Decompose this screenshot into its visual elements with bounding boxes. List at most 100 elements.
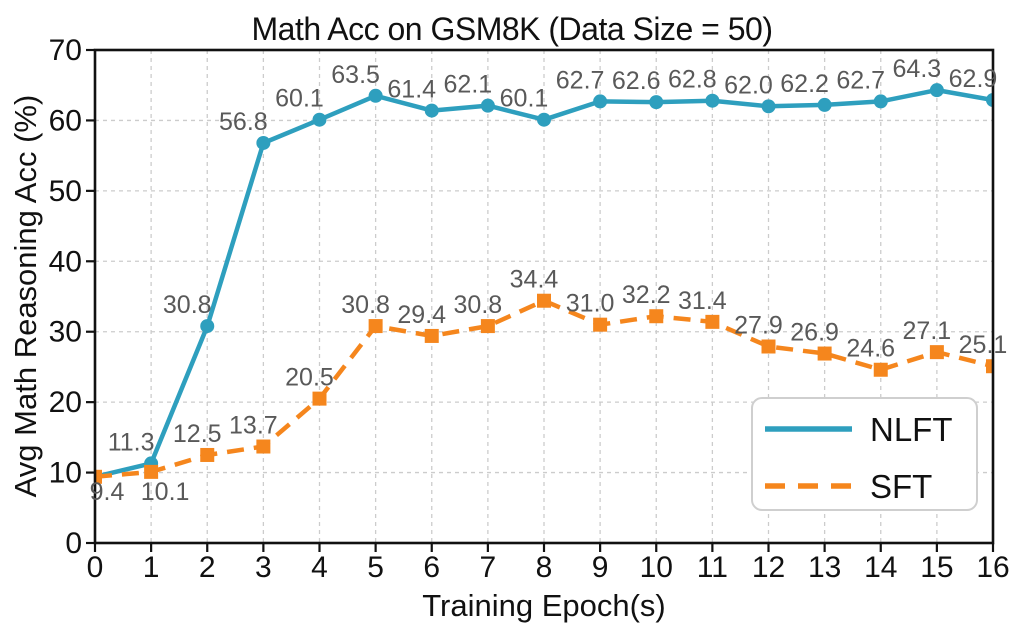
value-label-sft: 27.9	[734, 312, 783, 340]
x-axis-label: Training Epoch(s)	[422, 588, 666, 623]
value-label-sft: 9.4	[90, 478, 125, 506]
series-line-sft	[95, 298, 993, 480]
data-point-sft	[256, 439, 271, 454]
value-label-sft: 26.9	[790, 319, 839, 347]
chart-title: Math Acc on GSM8K (Data Size = 50)	[251, 11, 772, 47]
value-label-sft: 32.2	[622, 281, 671, 309]
data-point-sft	[817, 346, 832, 361]
value-label-sft: 30.8	[341, 291, 390, 319]
data-point-nlft	[424, 103, 439, 118]
x-tick-label: 4	[311, 551, 328, 584]
data-point-sft	[761, 339, 776, 354]
y-tick-label: 20	[49, 386, 82, 419]
data-point-sft	[424, 328, 439, 343]
data-point-nlft	[705, 93, 720, 108]
y-tick-label: 10	[49, 457, 82, 490]
data-point-nlft	[986, 93, 993, 108]
data-point-sft	[200, 447, 215, 462]
value-label-nlft: 61.4	[387, 76, 436, 104]
legend-box	[751, 397, 978, 511]
value-label-nlft: 11.3	[108, 428, 155, 456]
value-label-sft: 20.5	[285, 364, 334, 392]
value-label-nlft: 62.7	[556, 66, 605, 94]
x-tick-label: 15	[920, 551, 953, 584]
data-point-sft	[705, 314, 720, 329]
data-point-sft	[649, 309, 664, 324]
data-point-nlft	[817, 97, 832, 112]
data-point-nlft	[649, 95, 664, 110]
data-point-nlft	[761, 99, 776, 114]
data-point-sft	[368, 319, 383, 334]
x-tick-label: 0	[87, 551, 104, 584]
legend-label-nlft: NLFT	[870, 411, 953, 448]
x-tick-label: 2	[199, 551, 216, 584]
data-point-nlft	[200, 319, 215, 334]
x-tick-label: 8	[536, 551, 553, 584]
x-tick-label: 9	[592, 551, 609, 584]
data-point-sft	[537, 293, 551, 308]
data-point-nlft	[537, 112, 551, 127]
x-tick-label: 7	[480, 551, 497, 584]
x-tick-label: 5	[367, 551, 384, 584]
value-label-nlft: 56.8	[219, 108, 268, 136]
data-labels: 11.330.856.860.163.561.4 62.160.162.7 62.6…	[90, 55, 1008, 506]
x-tick-label: 6	[423, 551, 440, 584]
x-tick-label: 12	[752, 551, 785, 584]
x-tick-label: 11	[697, 551, 728, 584]
value-label-sft: 25.1	[959, 331, 1008, 359]
value-label-nlft: 62.8	[668, 66, 717, 94]
data-point-nlft	[480, 98, 495, 113]
y-axis-label: Avg Math Reasoning Acc (%)	[8, 95, 43, 498]
y-tick-label: 0	[65, 527, 82, 560]
y-tick-label: 40	[49, 245, 82, 278]
x-tick-label: 16	[976, 551, 1009, 584]
data-series	[95, 83, 993, 484]
series-sft	[95, 293, 993, 484]
data-point-sft	[873, 362, 888, 377]
x-tick-label: 14	[864, 551, 897, 584]
value-label-sft: 29.4	[397, 301, 446, 329]
value-label-sft: 12.5	[173, 420, 222, 448]
data-point-nlft	[873, 94, 888, 109]
value-label-nlft: 62.9	[949, 65, 998, 93]
value-label-sft: 24.6	[846, 335, 895, 363]
data-point-sft	[929, 345, 944, 360]
y-tick-label: 50	[49, 175, 82, 208]
data-point-sft	[312, 391, 327, 406]
data-point-nlft	[593, 94, 608, 109]
data-point-sft	[144, 464, 159, 479]
value-label-sft: 31.0	[566, 290, 615, 318]
x-tick-label: 13	[808, 551, 841, 584]
legend: NLFT SFT	[751, 397, 978, 511]
x-tick-label: 3	[255, 551, 272, 584]
value-label-sft: 10.1	[141, 478, 190, 506]
value-label-nlft: 64.3	[893, 55, 942, 83]
data-point-nlft	[929, 83, 944, 98]
data-point-nlft	[312, 112, 327, 127]
value-label-sft: 31.4	[678, 287, 727, 315]
data-point-sft	[593, 317, 608, 332]
value-label-sft: 30.8	[454, 291, 503, 319]
value-label-nlft: 62.6	[612, 67, 661, 95]
value-label-sft: 13.7	[229, 412, 278, 440]
data-point-nlft	[368, 88, 383, 103]
value-label-nlft: 62.7	[836, 66, 885, 94]
value-label-nlft: 62.2	[780, 70, 829, 98]
value-label-nlft: 63.5	[331, 61, 380, 89]
x-tick-label: 10	[640, 551, 673, 584]
value-label-nlft: 62.1	[444, 71, 493, 99]
legend-label-sft: SFT	[870, 468, 932, 505]
value-label-sft: 27.1	[903, 317, 952, 345]
y-tick-label: 60	[49, 104, 82, 137]
data-point-sft	[480, 319, 495, 334]
value-label-nlft: 30.8	[163, 291, 212, 319]
y-tick-label: 70	[49, 34, 82, 67]
data-point-sft	[986, 359, 993, 374]
y-tick-label: 30	[49, 316, 82, 349]
x-tick-label: 1	[143, 551, 160, 584]
value-label-sft: 34.4	[510, 266, 559, 294]
value-label-nlft: 60.1	[275, 85, 324, 113]
